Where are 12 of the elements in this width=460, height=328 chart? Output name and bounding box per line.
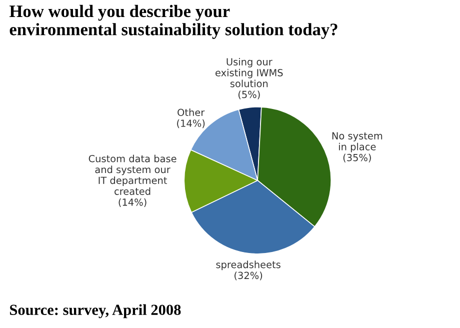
slice-label: Custom data base and system our IT department created (88, 154, 176, 195)
data-label: (5%) (238, 90, 260, 100)
slice-label: spreadsheets (216, 260, 280, 270)
slice-label: Using our existing IWMS solution (216, 58, 283, 88)
slice-label: Other (178, 108, 205, 116)
data-label: (14%) (118, 198, 146, 207)
data-label: (14%) (177, 119, 205, 128)
data-label: (32%) (234, 272, 262, 280)
chart-title: How would you describe your environmental sustainability solution today? (9, 4, 338, 39)
data-label: (35%) (343, 154, 371, 162)
source-note: Source: survey, April 2008 (10, 304, 181, 318)
slice-label: No system in place (332, 132, 382, 152)
